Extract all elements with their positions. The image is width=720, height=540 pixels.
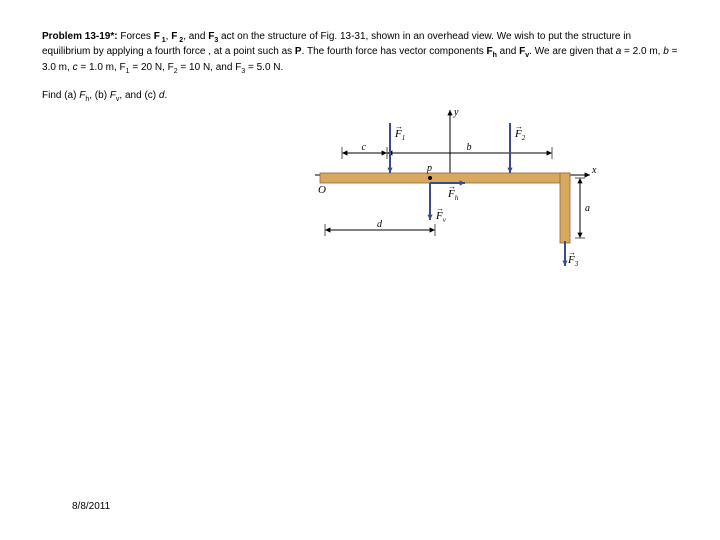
find-line: Find (a) Fh, (b) Fv, and (c) d.: [42, 90, 682, 103]
svg-text:y: y: [453, 107, 459, 118]
P: P: [295, 46, 302, 57]
t4: . We are given that: [529, 46, 616, 57]
problem-text: Problem 13-19*: Forces F 1, F 2, and F3 …: [42, 30, 682, 76]
fm1: , (b): [89, 90, 110, 101]
pv1: = 20 N, F: [130, 62, 174, 73]
fp: Find (a): [42, 90, 79, 101]
t3: . The fourth force has vector components: [302, 46, 487, 57]
fe: .: [164, 90, 167, 101]
svg-text:O: O: [318, 184, 326, 196]
svg-text:p: p: [426, 163, 432, 174]
fm2: , and (c): [119, 90, 158, 101]
and: and: [497, 46, 519, 57]
t: Forces: [120, 31, 153, 42]
svg-text:→: →: [515, 122, 523, 131]
svg-text:a: a: [585, 203, 590, 214]
svg-text:c: c: [362, 142, 367, 153]
av: = 2.0 m,: [621, 46, 663, 57]
svg-text:→: →: [395, 122, 403, 131]
pv3: = 5.0 N.: [245, 62, 283, 73]
footer-date: 8/8/2011: [72, 501, 110, 512]
svg-text:b: b: [467, 142, 472, 153]
problem-heading: Problem 13-19*:: [42, 31, 118, 42]
svg-text:→: →: [568, 248, 576, 257]
svg-text:→: →: [436, 204, 444, 213]
svg-text:x: x: [591, 165, 597, 176]
figure-svg: yxOcbF1→F2→aF3→pFh→Fv→d: [300, 105, 600, 275]
cv: = 1.0 m, F: [78, 62, 126, 73]
figure-13-31: yxOcbF1→F2→aF3→pFh→Fv→d: [300, 105, 600, 275]
c2: , and: [183, 31, 208, 42]
svg-text:d: d: [377, 219, 383, 230]
pv2: = 10 N, and F: [178, 62, 242, 73]
svg-text:→: →: [448, 182, 456, 191]
